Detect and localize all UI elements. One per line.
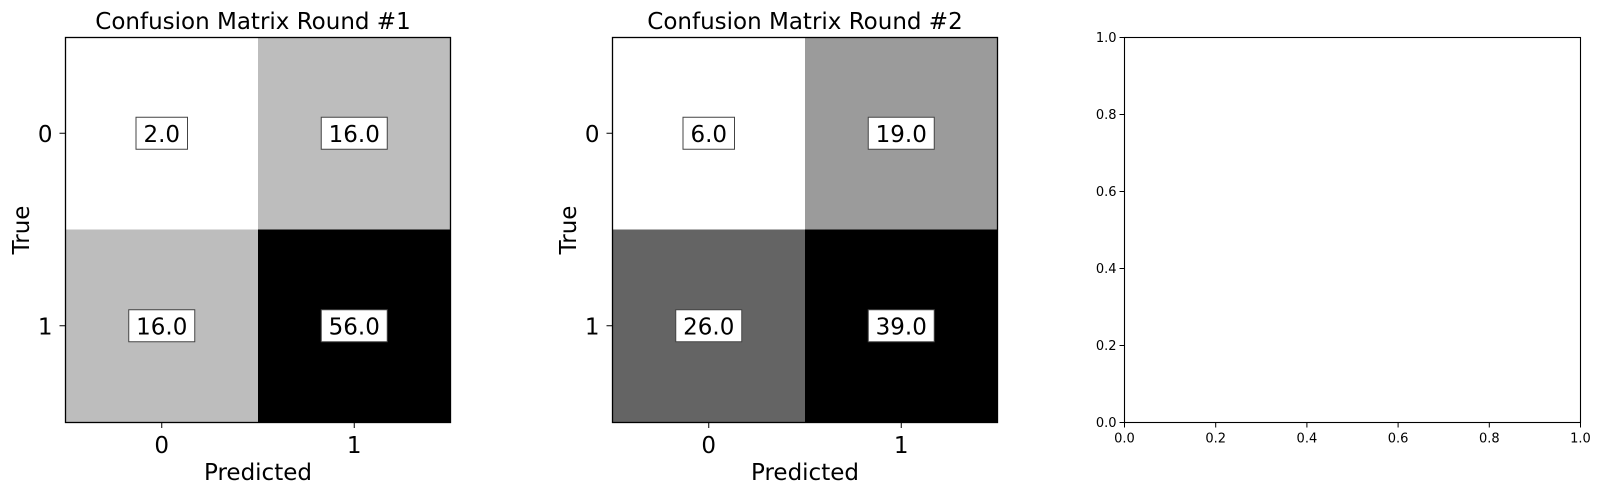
x-tick-label: 0.2 (1205, 432, 1226, 447)
cell-value-label: 16.0 (136, 314, 187, 340)
cell-label-box (867, 116, 935, 150)
cell-label-box (867, 309, 935, 343)
y-tick-label: 0.0 (1096, 416, 1117, 431)
y-tick-label: 1 (38, 314, 53, 340)
x-tick-label: 1.0 (1570, 432, 1591, 447)
cell-label-box (128, 309, 196, 343)
y-tick-label: 0 (585, 122, 600, 148)
x-tick-label: 0.4 (1297, 432, 1318, 447)
cell-value-label: 6.0 (690, 122, 727, 148)
cell-label-box (682, 116, 735, 150)
cell-value-label: 39.0 (876, 314, 927, 340)
x-axis-label: Predicted (204, 460, 312, 486)
plot-frame (64, 36, 452, 424)
cell-label-box (135, 116, 188, 150)
empty-axes: 0.0 0.2 0.4 0.6 0.8 1.0 0.0 0.2 0.4 0.6 0.8 1.0 (1096, 31, 1591, 447)
x-tick-label: 1 (347, 433, 362, 459)
y-tick-label: 1 (585, 314, 600, 340)
x-tick-label: 0 (701, 433, 716, 459)
cell-value-label: 19.0 (876, 122, 927, 148)
x-tick-label: 0 (154, 433, 169, 459)
y-tick-label: 0.2 (1096, 339, 1117, 354)
y-tick-label: 0.4 (1096, 262, 1117, 277)
y-tick-label: 1.0 (1096, 31, 1117, 46)
chart-title: Confusion Matrix Round #2 (647, 9, 962, 35)
y-tick-label: 0.6 (1096, 185, 1117, 200)
chart-title: Confusion Matrix Round #1 (95, 9, 410, 35)
cell-value-label: 56.0 (329, 314, 380, 340)
cell-label-box (320, 116, 388, 150)
x-tick-label: 0.6 (1388, 432, 1409, 447)
plot-frame (611, 36, 999, 424)
y-axis-label: True (556, 206, 582, 256)
cell-label-box (675, 309, 743, 343)
x-tick-label: 0.8 (1479, 432, 1500, 447)
y-tick-label: 0 (38, 122, 53, 148)
y-tick-label: 0.8 (1096, 108, 1117, 123)
cell-value-label: 16.0 (329, 122, 380, 148)
cell-value-label: 2.0 (143, 122, 180, 148)
cell-label-box (320, 309, 388, 343)
x-tick-label: 1 (894, 433, 909, 459)
cell-value-label: 26.0 (683, 314, 734, 340)
y-axis-label: True (9, 206, 35, 256)
confusion-matrix-1: Confusion Matrix Round #1 2.0 16.0 16.0 56.… (9, 9, 452, 486)
x-axis-label: Predicted (751, 460, 859, 486)
confusion-matrix-2: Confusion Matrix Round #2 6.0 19.0 26.0 39.… (556, 9, 999, 486)
plot-frame (1123, 36, 1582, 424)
x-tick-label: 0.0 (1114, 432, 1135, 447)
